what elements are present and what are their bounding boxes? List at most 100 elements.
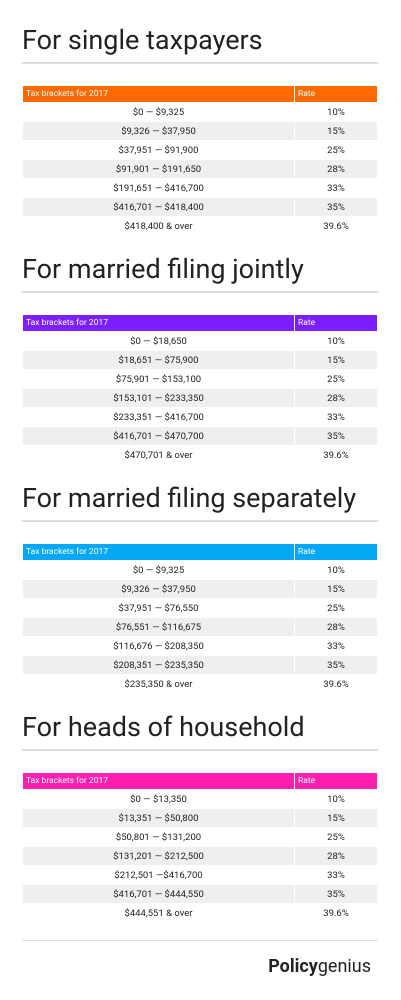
rate-cell: 10% bbox=[294, 560, 378, 580]
rate-cell: 33% bbox=[294, 407, 378, 427]
bracket-cell: $0 — $9,325 bbox=[22, 102, 295, 122]
bracket-cell: $9,326 — $37,950 bbox=[22, 121, 295, 141]
rate-cell: 39.6% bbox=[294, 674, 378, 694]
rate-cell: 39.6% bbox=[294, 445, 378, 465]
table-body: Tax brackets for 2017 Rate $0 — $18,650 10%… bbox=[22, 314, 378, 465]
bracket-cell: $0 — $18,650 bbox=[22, 331, 295, 351]
rate-cell: 33% bbox=[294, 178, 378, 198]
section: For married filing separately Tax bracket… bbox=[0, 480, 401, 709]
table-row: $0 — $9,325 10% bbox=[22, 560, 378, 580]
header-row: Tax brackets for 2017 Rate bbox=[22, 85, 378, 103]
rate-cell: 28% bbox=[294, 159, 378, 179]
header-cell: Tax brackets for 2017 bbox=[22, 85, 295, 103]
table-row: $444,551 & over 39.6% bbox=[22, 903, 378, 923]
table-row: $418,400 & over 39.6% bbox=[22, 216, 378, 236]
title-rule bbox=[22, 749, 378, 751]
bracket-cell: $444,551 & over bbox=[22, 903, 295, 923]
bracket-cell: $470,701 & over bbox=[22, 445, 295, 465]
bracket-cell: $235,350 & over bbox=[22, 674, 295, 694]
rate-cell: 25% bbox=[294, 598, 378, 618]
bracket-cell: $37,951 — $76,550 bbox=[22, 598, 295, 618]
section-title: For single taxpayers bbox=[22, 24, 263, 56]
section: For single taxpayers Tax brackets for 201… bbox=[0, 22, 401, 251]
tax-table: Tax brackets for 2017 Rate $0 — $9,325 10% $… bbox=[22, 543, 378, 694]
table-row: $50,801 — $131,200 25% bbox=[22, 827, 378, 847]
footer-rule bbox=[22, 940, 378, 941]
bracket-cell: $131,201 — $212,500 bbox=[22, 846, 295, 866]
header-row: Tax brackets for 2017 Rate bbox=[22, 543, 378, 561]
tax-table: Tax brackets for 2017 Rate $0 — $13,350 10%… bbox=[22, 772, 378, 923]
table-row: $75,901 — $153,100 25% bbox=[22, 369, 378, 389]
table-row: $9,326 — $37,950 15% bbox=[22, 121, 378, 141]
bracket-cell: $91,901 — $191,650 bbox=[22, 159, 295, 179]
rate-cell: 15% bbox=[294, 121, 378, 141]
table-row: $116,676 — $208,350 33% bbox=[22, 636, 378, 656]
table-row: $0 — $13,350 10% bbox=[22, 789, 378, 809]
tax-table: Tax brackets for 2017 Rate $0 — $18,650 10%… bbox=[22, 314, 378, 465]
bracket-cell: $418,400 & over bbox=[22, 216, 295, 236]
tax-table: Tax brackets for 2017 Rate $0 — $9,325 10% $… bbox=[22, 85, 378, 236]
table-row: $470,701 & over 39.6% bbox=[22, 445, 378, 465]
table-row: $9,326 — $37,950 15% bbox=[22, 579, 378, 599]
header-cell: Rate bbox=[294, 314, 378, 332]
bracket-cell: $416,701 — $418,400 bbox=[22, 197, 295, 217]
title-rule bbox=[22, 62, 378, 64]
table-row: $153,101 — $233,350 28% bbox=[22, 388, 378, 408]
bracket-cell: $13,351 — $50,800 bbox=[22, 808, 295, 828]
section: For heads of household Tax brackets for 2… bbox=[0, 709, 401, 938]
table-row: $131,201 — $212,500 28% bbox=[22, 846, 378, 866]
table-body: Tax brackets for 2017 Rate $0 — $9,325 10% $… bbox=[22, 543, 378, 694]
rate-cell: 10% bbox=[294, 789, 378, 809]
rate-cell: 28% bbox=[294, 617, 378, 637]
rate-cell: 39.6% bbox=[294, 903, 378, 923]
header-cell: Rate bbox=[294, 85, 378, 103]
rate-cell: 15% bbox=[294, 808, 378, 828]
bracket-cell: $416,701 — $470,700 bbox=[22, 426, 295, 446]
logo: Policygenius bbox=[268, 956, 371, 977]
rate-cell: 28% bbox=[294, 388, 378, 408]
table-row: $13,351 — $50,800 15% bbox=[22, 808, 378, 828]
table-row: $91,901 — $191,650 28% bbox=[22, 159, 378, 179]
header-cell: Rate bbox=[294, 543, 378, 561]
table-row: $0 — $9,325 10% bbox=[22, 102, 378, 122]
table-body: Tax brackets for 2017 Rate $0 — $9,325 10% $… bbox=[22, 85, 378, 236]
rate-cell: 33% bbox=[294, 865, 378, 885]
table-row: $18,651 — $75,900 15% bbox=[22, 350, 378, 370]
table-row: $76,551 — $116,675 28% bbox=[22, 617, 378, 637]
rate-cell: 35% bbox=[294, 655, 378, 675]
bracket-cell: $416,701 — $444,550 bbox=[22, 884, 295, 904]
section: For married filing jointly Tax brackets f… bbox=[0, 251, 401, 480]
bracket-cell: $9,326 — $37,950 bbox=[22, 579, 295, 599]
rate-cell: 15% bbox=[294, 579, 378, 599]
title-rule bbox=[22, 520, 378, 522]
rate-cell: 39.6% bbox=[294, 216, 378, 236]
bracket-cell: $153,101 — $233,350 bbox=[22, 388, 295, 408]
bracket-cell: $0 — $9,325 bbox=[22, 560, 295, 580]
section-title: For married filing separately bbox=[22, 482, 357, 514]
bracket-cell: $208,351 — $235,350 bbox=[22, 655, 295, 675]
table-row: $416,701 — $470,700 35% bbox=[22, 426, 378, 446]
table-body: Tax brackets for 2017 Rate $0 — $13,350 10%… bbox=[22, 772, 378, 923]
table-row: $0 — $18,650 10% bbox=[22, 331, 378, 351]
logo-regular: genius bbox=[317, 956, 371, 977]
section-title: For married filing jointly bbox=[22, 253, 304, 285]
table-row: $416,701 — $418,400 35% bbox=[22, 197, 378, 217]
bracket-cell: $212,501 —$416,700 bbox=[22, 865, 295, 885]
rate-cell: 28% bbox=[294, 846, 378, 866]
rate-cell: 33% bbox=[294, 636, 378, 656]
bracket-cell: $0 — $13,350 bbox=[22, 789, 295, 809]
bracket-cell: $37,951 — $91,900 bbox=[22, 140, 295, 160]
table-row: $37,951 — $76,550 25% bbox=[22, 598, 378, 618]
header-cell: Tax brackets for 2017 bbox=[22, 772, 295, 790]
table-row: $191,651 — $416,700 33% bbox=[22, 178, 378, 198]
bracket-cell: $18,651 — $75,900 bbox=[22, 350, 295, 370]
header-cell: Tax brackets for 2017 bbox=[22, 543, 295, 561]
rate-cell: 35% bbox=[294, 884, 378, 904]
bracket-cell: $191,651 — $416,700 bbox=[22, 178, 295, 198]
header-cell: Rate bbox=[294, 772, 378, 790]
section-title: For heads of household bbox=[22, 711, 305, 743]
rate-cell: 10% bbox=[294, 102, 378, 122]
bracket-cell: $116,676 — $208,350 bbox=[22, 636, 295, 656]
header-cell: Tax brackets for 2017 bbox=[22, 314, 295, 332]
